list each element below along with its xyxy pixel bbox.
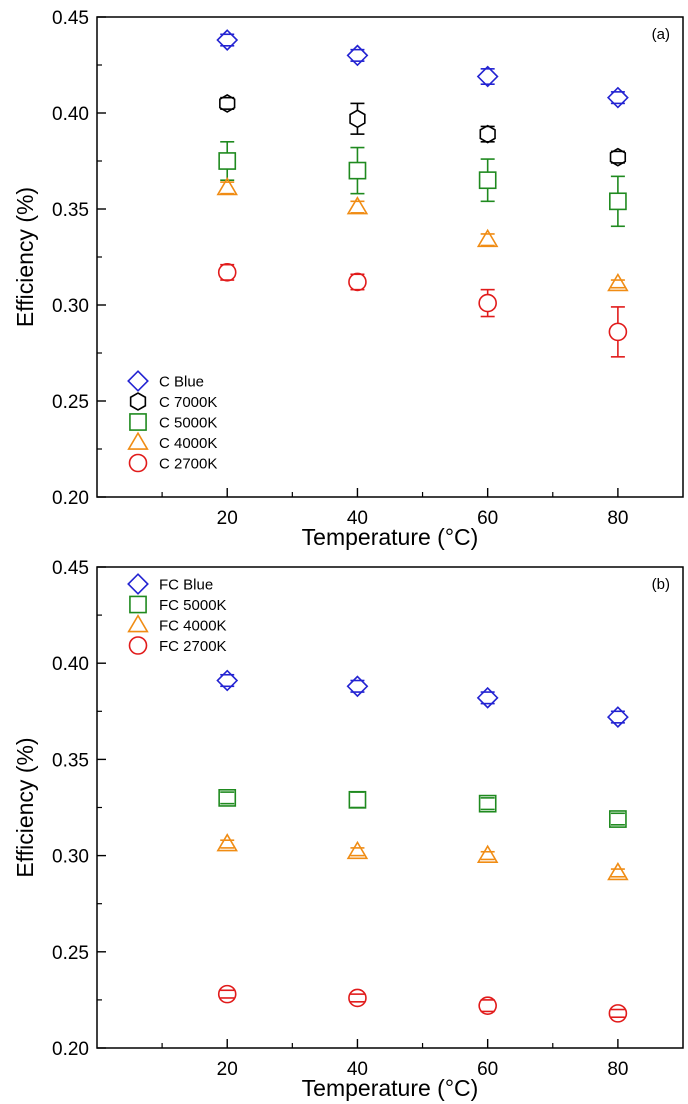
legend-label: C 5000K bbox=[159, 415, 217, 432]
y-tick-label: 0.45 bbox=[52, 558, 89, 579]
data-point bbox=[606, 86, 629, 109]
data-point bbox=[346, 196, 369, 215]
legend-label: FC 2700K bbox=[159, 638, 227, 655]
x-tick-label: 20 bbox=[217, 1059, 238, 1080]
data-point bbox=[346, 675, 369, 698]
data-point bbox=[217, 984, 237, 1004]
x-axis-title: Temperature (°C) bbox=[302, 524, 479, 550]
data-point bbox=[218, 789, 237, 807]
legend-marker bbox=[128, 636, 148, 655]
data-point bbox=[476, 228, 499, 248]
legend: FC Blue FC 5000K FC 4000K FC 2700K bbox=[127, 573, 227, 655]
data-point bbox=[609, 147, 627, 167]
y-tick-label: 0.45 bbox=[52, 8, 89, 29]
series-c-2700k bbox=[217, 263, 628, 358]
data-point bbox=[349, 109, 366, 129]
data-point bbox=[479, 124, 496, 144]
panel-b: 0.20 0.25 0.30 0.35 0.40 0.45 20 40 60 80 Temperat… bbox=[12, 558, 684, 1101]
data-point bbox=[218, 152, 237, 170]
y-tick-label: 0.25 bbox=[52, 392, 89, 413]
series-c-blue bbox=[216, 29, 629, 109]
y-tick-label: 0.35 bbox=[52, 750, 89, 771]
y-tick-label: 0.30 bbox=[52, 847, 89, 868]
y-axis-title: Efficiency (%) bbox=[12, 737, 38, 877]
data-point bbox=[607, 272, 629, 292]
y-tick-label: 0.20 bbox=[52, 1039, 89, 1060]
data-point bbox=[216, 29, 239, 51]
data-point bbox=[476, 686, 499, 709]
legend-label: C 4000K bbox=[159, 435, 217, 452]
x-axis-title: Temperature (°C) bbox=[302, 1075, 479, 1101]
legend-label: C 7000K bbox=[159, 394, 217, 411]
legend-label: FC Blue bbox=[159, 577, 213, 594]
data-point bbox=[219, 93, 236, 113]
data-point bbox=[476, 844, 499, 863]
data-point bbox=[346, 840, 369, 860]
y-tick-label: 0.20 bbox=[52, 488, 89, 509]
data-point bbox=[348, 790, 367, 809]
legend-label: FC 4000K bbox=[159, 618, 227, 635]
data-point bbox=[608, 322, 628, 342]
data-point bbox=[478, 794, 497, 813]
series-c-5000k bbox=[218, 141, 627, 228]
legend-marker bbox=[127, 370, 149, 392]
legend-label: C Blue bbox=[159, 374, 204, 391]
data-point bbox=[346, 44, 369, 67]
legend-label: FC 5000K bbox=[159, 597, 227, 614]
y-tick-label: 0.40 bbox=[52, 654, 89, 675]
series-fc-5000k bbox=[218, 789, 627, 828]
x-tick-label: 20 bbox=[217, 508, 238, 529]
panel-a: 0.20 0.25 0.30 0.35 0.40 0.45 20 40 60 80 Temperat… bbox=[12, 8, 684, 550]
data-point bbox=[348, 272, 367, 292]
legend-marker bbox=[127, 431, 149, 450]
x-tick-label: 40 bbox=[347, 508, 368, 529]
y-axis-title: Efficiency (%) bbox=[12, 187, 38, 327]
series-fc-2700k bbox=[217, 984, 628, 1023]
legend-marker bbox=[129, 595, 147, 614]
data-point bbox=[348, 161, 367, 180]
data-point bbox=[216, 669, 239, 692]
y-tick-label: 0.35 bbox=[52, 200, 89, 221]
panel-label: (b) bbox=[652, 576, 670, 593]
data-point bbox=[216, 176, 238, 196]
legend-marker bbox=[129, 413, 147, 431]
data-point bbox=[478, 996, 497, 1015]
y-tick-label: 0.30 bbox=[52, 296, 89, 317]
data-point bbox=[478, 293, 497, 313]
data-point bbox=[476, 65, 499, 88]
data-point bbox=[608, 1004, 628, 1023]
data-point bbox=[607, 861, 629, 881]
series-c-4000k bbox=[216, 176, 629, 292]
x-tick-label: 80 bbox=[607, 508, 628, 529]
legend-marker bbox=[127, 614, 149, 633]
legend-label: C 2700K bbox=[159, 456, 217, 473]
x-tick-label: 80 bbox=[607, 1059, 628, 1080]
data-point bbox=[216, 833, 238, 852]
legend: C Blue C 7000K C 5000K C 4000K C 2700K bbox=[127, 370, 217, 473]
y-tick-label: 0.40 bbox=[52, 104, 89, 125]
data-point bbox=[609, 192, 627, 211]
series-fc-4000k bbox=[216, 833, 629, 881]
data-point bbox=[606, 706, 629, 728]
series-c-7000k bbox=[219, 93, 627, 167]
data-point bbox=[609, 810, 627, 828]
data-point bbox=[478, 171, 497, 190]
legend-marker bbox=[128, 453, 148, 473]
data-point bbox=[348, 988, 367, 1008]
data-point bbox=[217, 263, 237, 282]
series-fc-blue bbox=[216, 669, 629, 728]
x-tick-label: 60 bbox=[477, 508, 498, 529]
x-tick-label: 60 bbox=[477, 1059, 498, 1080]
x-tick-label: 40 bbox=[347, 1059, 368, 1080]
legend-marker bbox=[129, 392, 147, 411]
panel-label: (a) bbox=[652, 26, 670, 43]
legend-marker bbox=[127, 573, 149, 595]
y-tick-label: 0.25 bbox=[52, 943, 89, 964]
